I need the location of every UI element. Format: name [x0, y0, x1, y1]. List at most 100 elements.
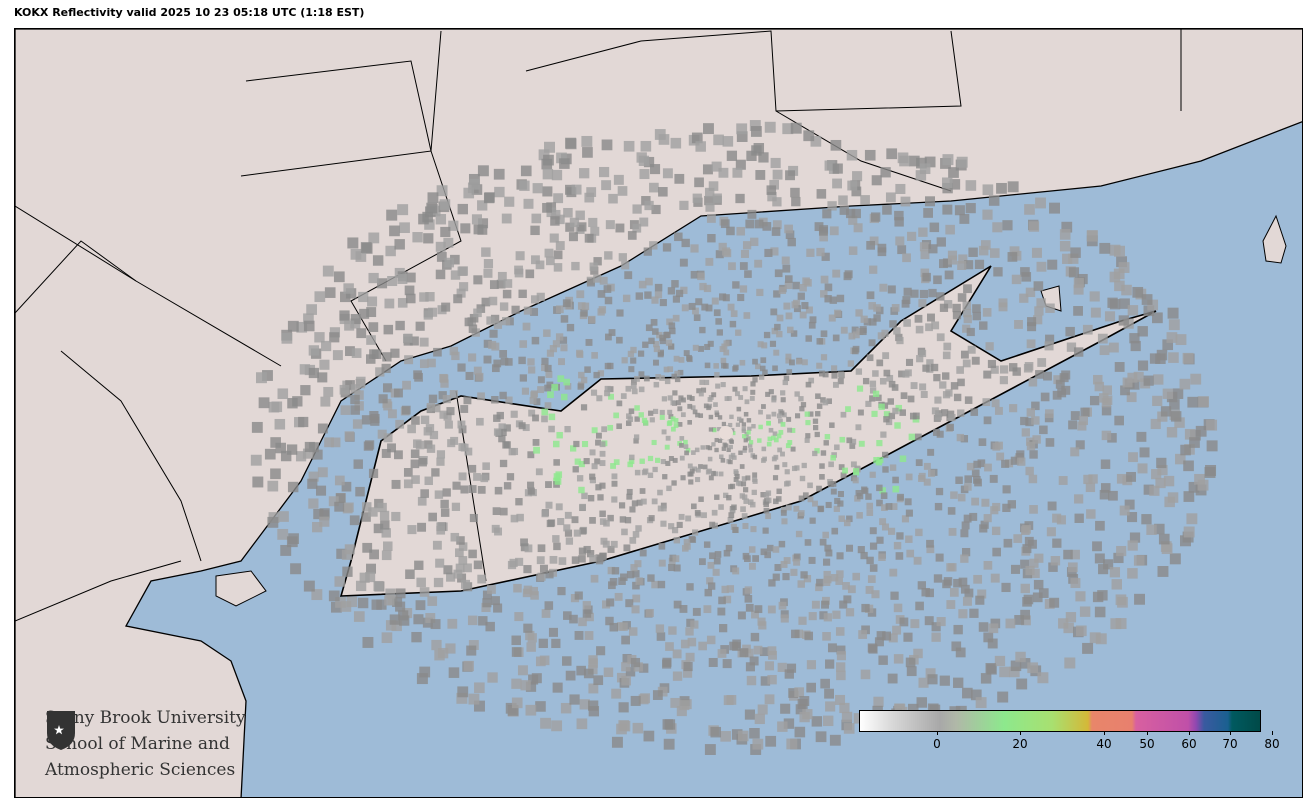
- radar-echo: [773, 349, 780, 356]
- radar-echo: [1162, 339, 1174, 351]
- radar-echo: [361, 415, 372, 425]
- radar-echo: [537, 572, 546, 581]
- radar-echo: [532, 414, 539, 422]
- radar-echo: [706, 577, 714, 585]
- radar-echo: [772, 220, 782, 230]
- radar-echo: [823, 440, 829, 446]
- radar-echo: [381, 528, 391, 538]
- radar-echo: [671, 280, 679, 288]
- radar-echo: [618, 702, 629, 713]
- radar-echo: [510, 447, 519, 456]
- radar-echo: [712, 428, 717, 433]
- radar-echo: [799, 406, 805, 412]
- radar-echo: [362, 636, 374, 648]
- radar-echo: [1011, 274, 1022, 285]
- radar-echo: [555, 241, 565, 251]
- radar-echo: [1073, 306, 1083, 316]
- radar-echo: [794, 726, 806, 738]
- radar-echo: [1036, 298, 1046, 308]
- radar-echo: [812, 500, 818, 507]
- radar-echo: [754, 259, 763, 268]
- radar-echo: [897, 493, 904, 501]
- radar-echo: [899, 617, 909, 627]
- radar-echo: [303, 313, 314, 325]
- radar-echo: [824, 544, 832, 552]
- radar-echo: [856, 492, 864, 500]
- radar-echo: [1206, 419, 1218, 431]
- radar-echo: [792, 281, 800, 290]
- radar-echo: [369, 549, 379, 560]
- radar-echo: [545, 370, 553, 378]
- radar-echo: [804, 631, 814, 641]
- radar-echo: [1141, 514, 1152, 525]
- radar-echo: [1190, 373, 1202, 385]
- radar-echo: [511, 678, 522, 689]
- radar-echo: [887, 398, 894, 405]
- radar-echo: [621, 528, 628, 536]
- radar-echo: [591, 427, 598, 434]
- radar-map[interactable]: Stony Brook University School of Marine …: [14, 28, 1303, 798]
- radar-echo: [974, 259, 985, 270]
- radar-echo: [805, 306, 813, 314]
- radar-echo: [270, 437, 281, 448]
- radar-echo: [438, 391, 447, 400]
- radar-echo: [1020, 609, 1031, 620]
- radar-echo: [772, 431, 778, 437]
- radar-echo: [860, 669, 871, 680]
- radar-echo: [645, 608, 654, 618]
- radar-echo: [943, 342, 952, 351]
- radar-echo: [499, 302, 509, 311]
- radar-echo: [1002, 220, 1013, 231]
- radar-echo: [708, 181, 719, 191]
- radar-echo: [962, 359, 971, 368]
- radar-echo: [689, 536, 697, 543]
- radar-echo: [563, 611, 572, 620]
- radar-echo: [630, 383, 637, 389]
- radar-echo: [674, 173, 685, 184]
- radar-echo: [957, 409, 965, 417]
- radar-echo: [1100, 483, 1111, 493]
- radar-echo: [300, 385, 311, 396]
- radar-echo: [713, 402, 718, 407]
- radar-echo: [956, 366, 964, 374]
- radar-echo: [697, 345, 704, 352]
- radar-echo: [748, 562, 756, 570]
- radar-echo: [1124, 499, 1135, 510]
- radar-echo: [920, 250, 930, 260]
- radar-echo: [566, 187, 577, 198]
- radar-echo: [805, 420, 811, 426]
- radar-echo: [882, 631, 892, 641]
- radar-echo: [314, 291, 326, 303]
- radar-echo: [588, 315, 596, 324]
- radar-echo: [799, 283, 807, 292]
- radar-echo: [711, 161, 722, 172]
- radar-echo: [733, 477, 739, 483]
- radar-echo: [683, 350, 690, 357]
- radar-echo: [511, 305, 520, 314]
- radar-echo: [280, 544, 292, 556]
- radar-echo: [754, 219, 764, 229]
- radar-echo: [1052, 538, 1062, 548]
- radar-echo: [1002, 503, 1011, 513]
- radar-echo: [340, 601, 352, 612]
- radar-echo: [527, 451, 535, 459]
- radar-echo: [514, 612, 524, 622]
- radar-echo: [576, 665, 586, 676]
- radar-echo: [423, 233, 434, 244]
- radar-echo: [336, 548, 347, 559]
- radar-echo: [537, 376, 545, 384]
- radar-echo: [477, 574, 487, 584]
- radar-echo: [639, 663, 649, 673]
- radar-echo: [1073, 347, 1084, 357]
- radar-echo: [499, 459, 508, 468]
- radar-echo: [380, 520, 390, 530]
- radar-echo: [657, 505, 664, 512]
- radar-echo: [838, 464, 845, 470]
- radar-echo: [668, 343, 675, 350]
- radar-echo: [832, 163, 843, 174]
- radar-echo: [664, 331, 671, 339]
- radar-echo: [542, 186, 553, 197]
- radar-echo: [319, 359, 330, 370]
- radar-echo: [869, 265, 878, 274]
- radar-echo: [571, 516, 579, 524]
